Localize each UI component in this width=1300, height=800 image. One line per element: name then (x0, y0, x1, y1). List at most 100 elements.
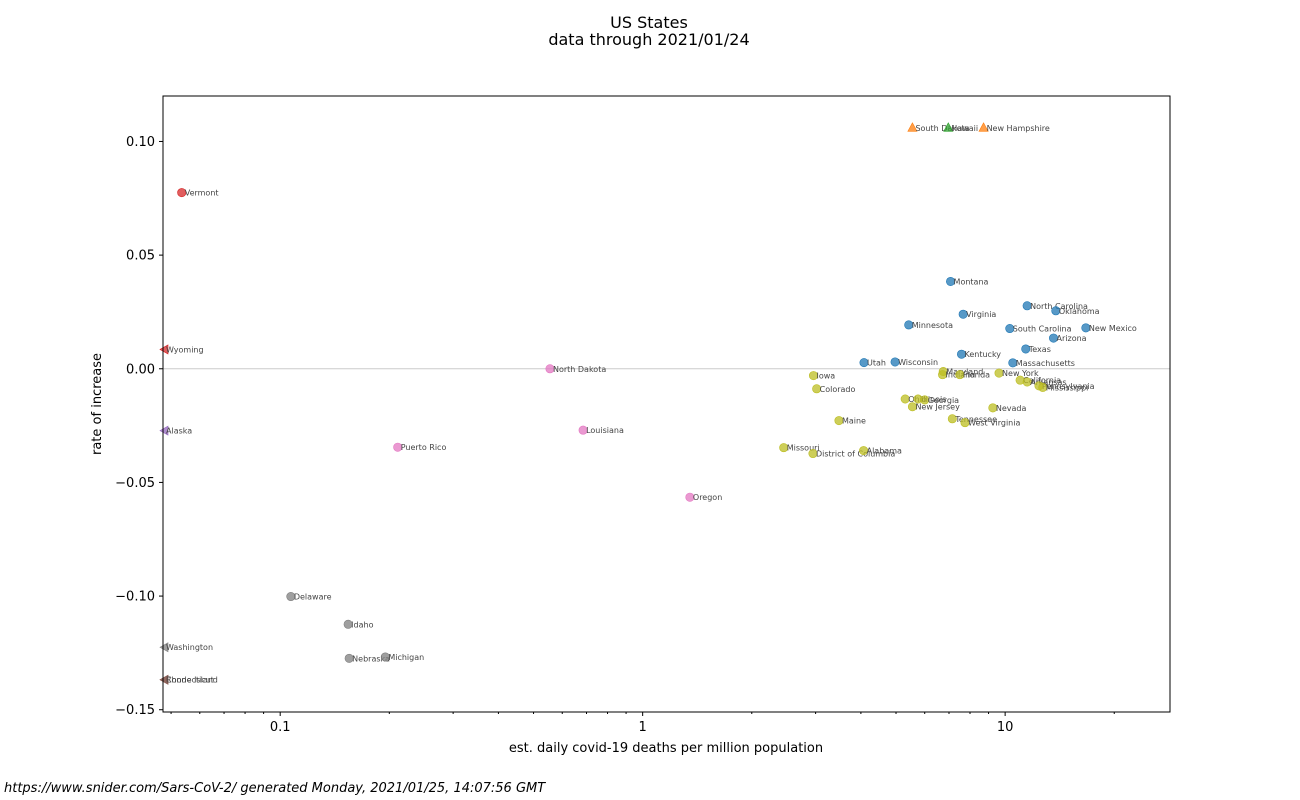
data-point: Alaska (159, 425, 192, 436)
point-label: Louisiana (586, 426, 624, 435)
data-point: Arkansas (1022, 377, 1067, 387)
data-point: New Jersey (907, 402, 960, 412)
point-label: Mississippi (1046, 383, 1089, 392)
point-label: Alabama (867, 447, 902, 456)
point-label: New Mexico (1089, 324, 1137, 333)
point-marker (808, 371, 818, 381)
point-marker (286, 592, 296, 602)
data-point: New York (994, 368, 1039, 378)
data-point: Minnesota (904, 320, 953, 330)
data-point: Wisconsin (890, 357, 938, 367)
point-marker (938, 370, 948, 380)
point-label: Florida (963, 371, 990, 380)
x-tick-label: 1 (639, 720, 647, 735)
data-point: Puerto Rico (393, 442, 446, 452)
data-point: Delaware (286, 592, 332, 602)
point-label: Iowa (816, 372, 835, 381)
point-marker (859, 358, 869, 368)
data-point: Nevada (988, 403, 1026, 413)
point-label: Rhode Island (166, 676, 218, 685)
data-point: Montana (946, 276, 989, 286)
y-tick-label: −0.05 (115, 476, 155, 491)
data-point: District of Columbia (808, 449, 895, 459)
point-label: Tennessee (954, 415, 997, 424)
y-tick-label: 0.10 (126, 135, 155, 150)
y-axis-label: rate of increase (90, 353, 105, 455)
point-marker (159, 642, 169, 653)
data-point: Texas (1021, 344, 1051, 354)
data-point: North Carolina (1022, 301, 1088, 311)
data-point: Georgia (920, 395, 959, 405)
point-label: Delaware (294, 593, 332, 602)
data-point: Iowa (808, 371, 835, 381)
point-marker (808, 449, 818, 459)
point-label: North Dakota (553, 365, 606, 374)
point-marker (946, 276, 956, 286)
point-label: Arizona (1057, 334, 1087, 343)
point-marker (1081, 323, 1091, 333)
point-label: South Dakota (915, 124, 969, 133)
data-point: Nebraska (344, 653, 390, 663)
y-tick-label: 0.05 (126, 249, 155, 264)
point-label: Georgia (928, 396, 959, 405)
plot-frame (162, 95, 1171, 713)
point-marker (177, 188, 187, 198)
data-point: Colorado (812, 384, 856, 394)
data-point: Idaho (343, 619, 374, 629)
point-label: District of Columbia (816, 450, 895, 459)
data-point: Michigan (380, 652, 424, 662)
point-label: Colorado (820, 385, 856, 394)
point-marker (834, 416, 844, 426)
point-label: Vermont (185, 189, 219, 198)
x-tick-label: 0.1 (270, 720, 291, 735)
data-point: New Hampshire (978, 122, 1050, 133)
x-tick-label: 10 (997, 720, 1014, 735)
data-point: Washington (159, 642, 213, 653)
point-marker (890, 357, 900, 367)
point-marker (685, 492, 695, 502)
point-label: Connecticut (166, 676, 214, 685)
point-marker (1022, 377, 1032, 387)
point-label: Idaho (351, 620, 373, 629)
point-label: Maryland (946, 367, 983, 376)
data-point: Hawaii (943, 122, 978, 133)
point-marker (978, 122, 989, 132)
point-label: Massachusetts (1016, 359, 1075, 368)
point-marker (1038, 382, 1048, 392)
point-marker (159, 674, 169, 685)
data-point: South Carolina (1005, 324, 1072, 334)
point-label: Nebraska (352, 654, 390, 663)
data-point: Rhode Island (159, 674, 218, 685)
footer-source: https://www.snider.com/Sars-CoV-2/ gener… (4, 781, 546, 796)
point-label: Oklahoma (1059, 307, 1100, 316)
point-label: Washington (166, 643, 213, 652)
point-marker (380, 652, 390, 662)
data-point: Maine (834, 416, 866, 426)
point-marker (943, 122, 954, 132)
data-point: Missouri (779, 443, 820, 453)
y-tick-label: 0.00 (126, 362, 155, 377)
data-point: Louisiana (578, 425, 624, 435)
point-marker (994, 368, 1004, 378)
point-label: California (1023, 376, 1061, 385)
point-marker (1022, 301, 1032, 311)
point-label: Kentucky (965, 350, 1002, 359)
chart-title: US States (610, 13, 688, 32)
data-point: Wyoming (159, 344, 204, 355)
point-marker (907, 122, 918, 132)
point-label: Hawaii (951, 124, 978, 133)
point-marker (988, 403, 998, 413)
x-axis-ticks: 0.1 1 10 (170, 712, 1115, 735)
point-marker (1005, 324, 1015, 334)
point-marker (779, 443, 789, 453)
point-marker (947, 414, 957, 424)
point-marker (957, 349, 967, 359)
point-label: Alaska (166, 427, 192, 436)
point-label: North Carolina (1030, 302, 1088, 311)
point-label: South Carolina (1013, 325, 1072, 334)
point-marker (955, 370, 965, 380)
data-point: Mississippi (1038, 382, 1089, 392)
point-marker (900, 394, 910, 404)
